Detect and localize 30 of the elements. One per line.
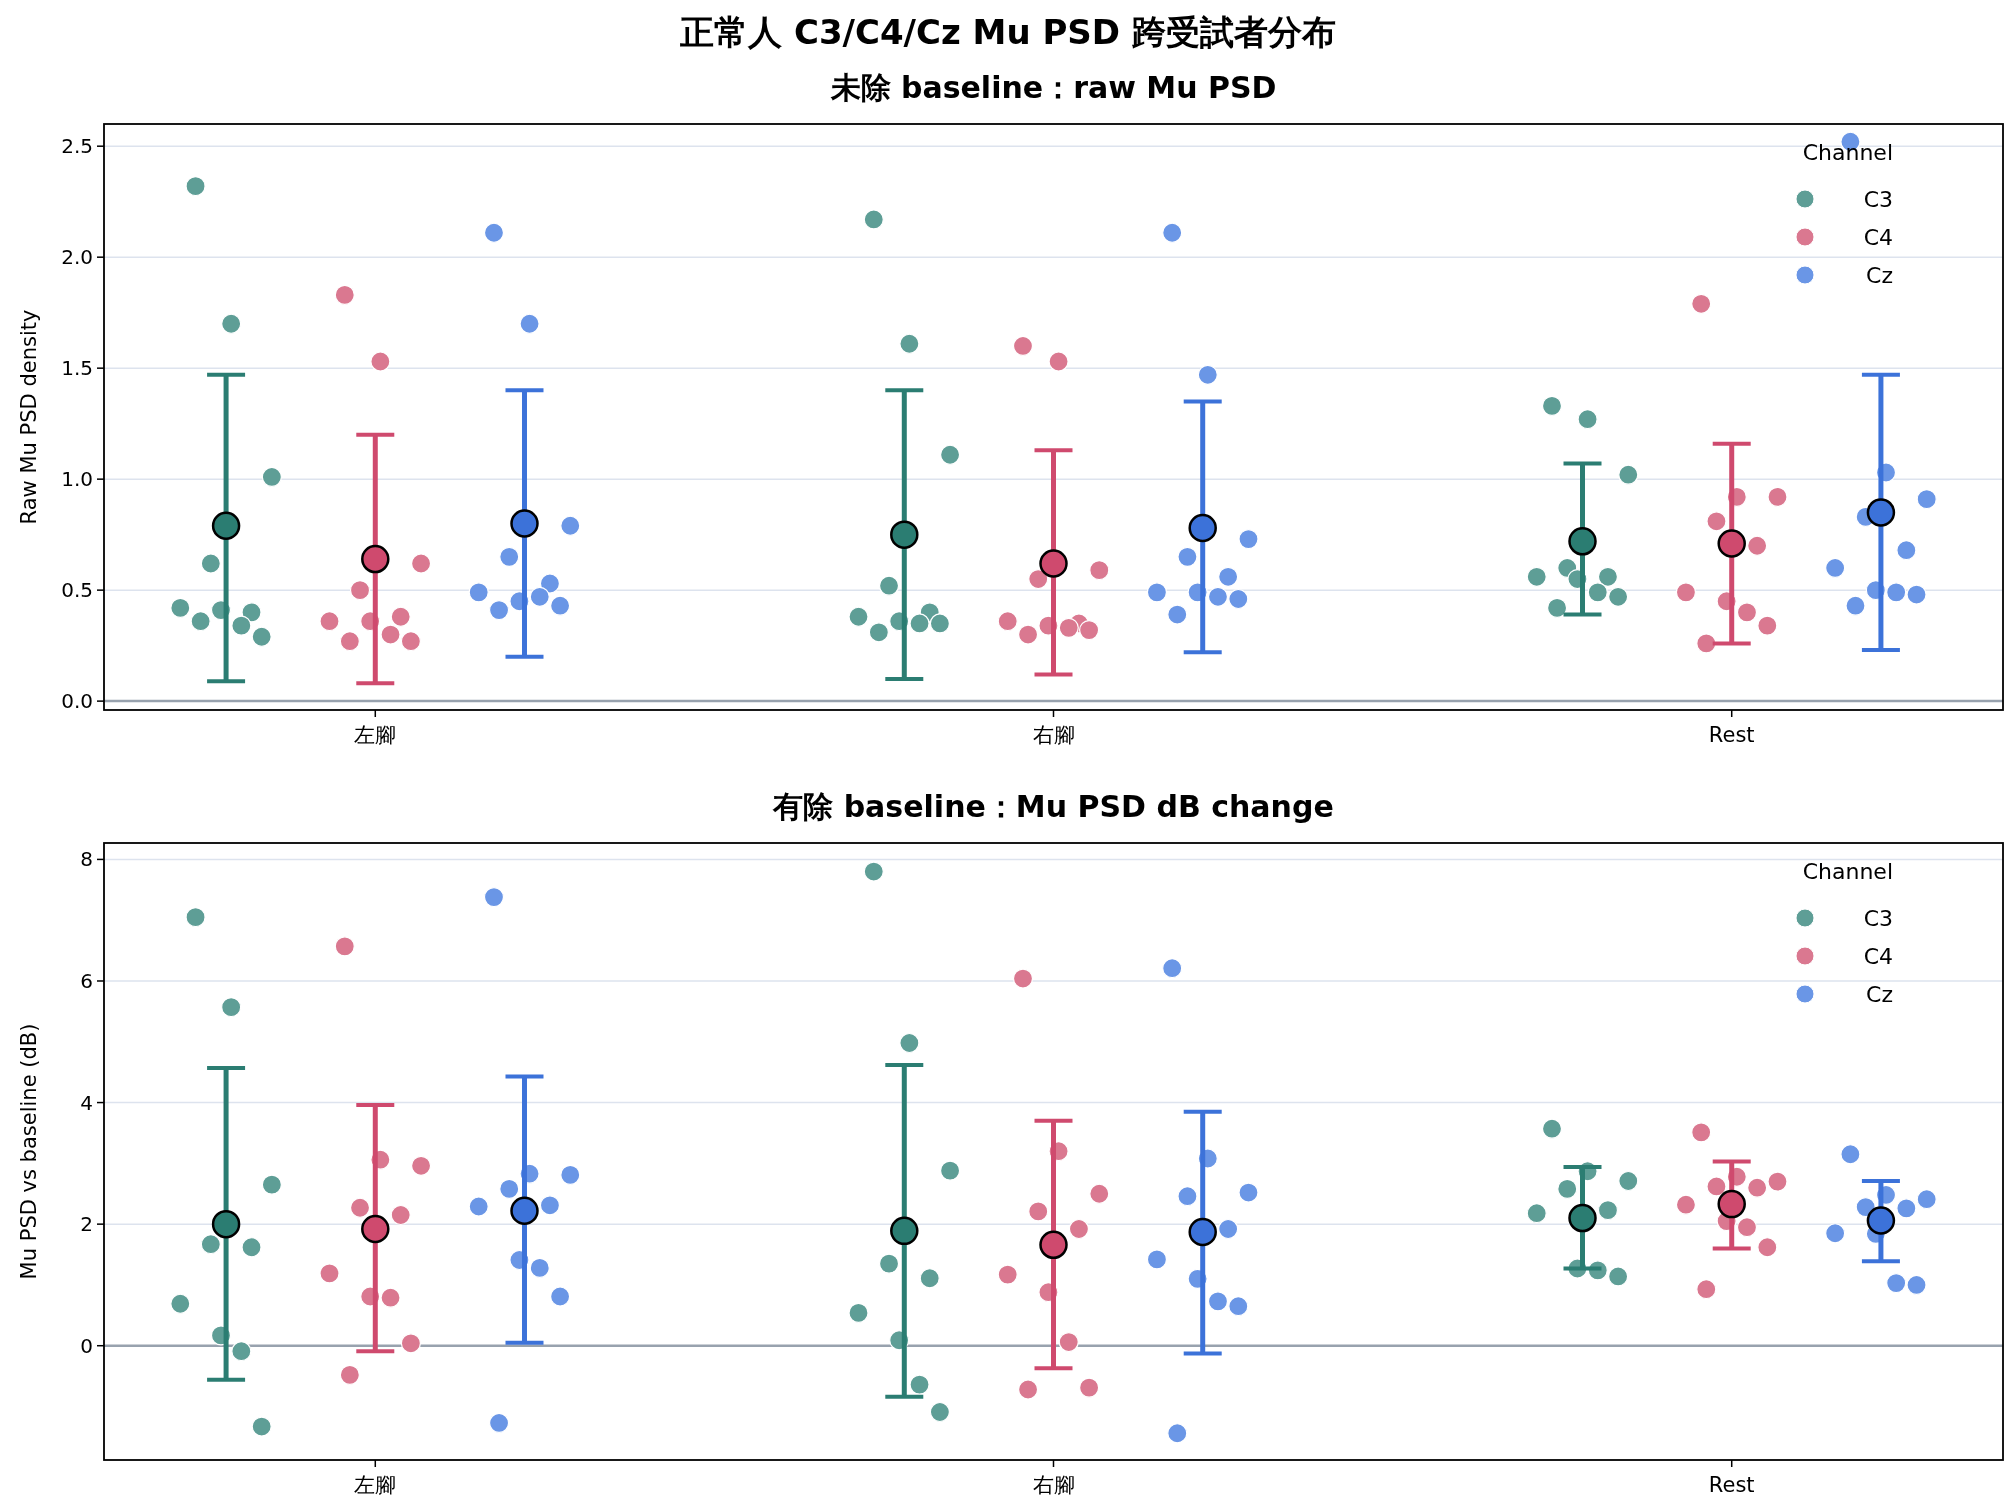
legend-label: Cz [1866, 262, 1893, 288]
y-tick-label: 4 [80, 1090, 93, 1115]
x-tick-label: 右腳 [1032, 1473, 1075, 1497]
x-tick-label: Rest [1708, 1473, 1755, 1497]
y-tick-label: 2 [80, 1212, 93, 1237]
y-tick-label: 1.5 [61, 356, 93, 381]
legend-label: C4 [1863, 943, 1893, 969]
x-tick-label: Rest [1708, 723, 1755, 747]
legend-title: Channel [1802, 140, 1893, 165]
legend-label: C3 [1863, 186, 1893, 212]
chart-title: 正常人 C3/C4/Cz Mu PSD 跨受試者分布 [679, 12, 1336, 52]
legend-title: Channel [1802, 859, 1893, 884]
legend-label: C4 [1863, 224, 1893, 250]
chart-subtitle: 未除 baseline：raw Mu PSD [829, 70, 1277, 105]
y-tick-label: 6 [80, 968, 93, 993]
y-tick-label: 1.0 [61, 467, 93, 492]
y-axis-title: Mu PSD vs baseline (dB) [17, 1023, 41, 1280]
x-tick-label: 右腳 [1032, 723, 1075, 747]
legend-label: C3 [1863, 905, 1893, 931]
x-tick-label: 左腳 [354, 1473, 397, 1497]
x-tick-label: 左腳 [354, 723, 397, 747]
y-tick-label: 8 [80, 847, 93, 872]
chart-title: 有除 baseline：Mu PSD dB change [772, 789, 1334, 824]
y-tick-label: 2.5 [61, 134, 93, 159]
y-tick-label: 2.0 [61, 245, 93, 270]
y-tick-label: 0.5 [61, 578, 93, 603]
y-tick-label: 0 [80, 1333, 93, 1358]
y-axis-title: Raw Mu PSD density [17, 309, 41, 525]
y-tick-label: 0.0 [61, 689, 93, 714]
legend-label: Cz [1866, 981, 1893, 1007]
